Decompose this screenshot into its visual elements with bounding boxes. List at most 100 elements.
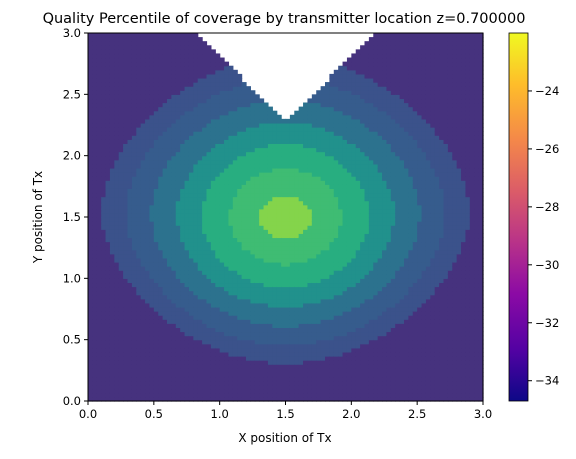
contour-cell: [215, 106, 221, 112]
contour-cell: [202, 270, 208, 275]
contour-cell: [281, 319, 287, 324]
contour-cell: [307, 151, 313, 157]
contour-cell: [92, 73, 98, 79]
contour-cell: [210, 376, 216, 382]
contour-cell: [88, 86, 93, 91]
contour-cell: [289, 335, 295, 341]
contour-cell: [316, 319, 322, 324]
contour-cell: [259, 364, 265, 369]
contour-cell: [180, 163, 186, 169]
contour-cell: [123, 376, 129, 382]
contour-cell: [219, 73, 225, 79]
contour-cell: [303, 188, 309, 194]
contour-cell: [114, 274, 120, 279]
contour-cell: [175, 143, 181, 149]
contour-cell: [298, 241, 304, 247]
contour-cell: [92, 131, 98, 136]
contour-cell: [136, 192, 142, 198]
contour-cell: [206, 302, 212, 308]
contour-cell: [272, 118, 278, 124]
contour-cell: [298, 356, 304, 361]
contour-cell: [298, 127, 304, 132]
contour-cell: [329, 167, 335, 173]
contour-cell: [118, 49, 124, 55]
contour-cell: [101, 351, 107, 357]
contour-cell: [140, 294, 146, 300]
contour-cell: [210, 184, 216, 189]
contour-cell: [149, 319, 155, 324]
contour-cell: [285, 122, 291, 128]
contour-cell: [92, 261, 98, 267]
contour-cell: [145, 33, 151, 38]
contour-cell: [267, 257, 273, 263]
contour-cell: [219, 65, 225, 71]
contour-cell: [109, 233, 115, 239]
contour-cell: [342, 233, 348, 239]
contour-cell: [232, 368, 238, 373]
contour-cell: [320, 225, 326, 230]
contour-cell: [232, 245, 238, 251]
contour-cell: [188, 282, 194, 288]
contour-cell: [254, 147, 260, 153]
contour-cell: [276, 360, 282, 365]
contour-cell: [162, 45, 168, 50]
contour-cell: [193, 159, 199, 165]
contour-cell: [272, 368, 278, 373]
contour-cell: [250, 94, 256, 100]
contour-cell: [167, 155, 172, 161]
contour-cell: [263, 131, 269, 136]
contour-cell: [272, 364, 278, 369]
contour-cell: [289, 380, 295, 386]
contour-cell: [175, 253, 181, 259]
contour-cell: [188, 253, 194, 259]
contour-cell: [228, 217, 234, 222]
contour-cell: [92, 167, 98, 173]
contour-cell: [175, 217, 181, 222]
contour-cell: [162, 286, 168, 292]
contour-cell: [149, 159, 155, 165]
contour-cell: [188, 45, 194, 50]
contour-cell: [197, 69, 203, 75]
contour-cell: [188, 135, 194, 140]
contour-cell: [250, 384, 256, 390]
contour-cell: [167, 98, 172, 104]
contour-cell: [136, 364, 142, 369]
contour-cell: [237, 388, 243, 394]
contour-cell: [153, 290, 159, 296]
contour-cell: [114, 65, 120, 71]
contour-cell: [180, 98, 186, 104]
contour-cell: [342, 388, 348, 394]
contour-cell: [219, 192, 225, 198]
contour-cell: [145, 61, 151, 67]
contour-cell: [246, 331, 251, 337]
contour-cell: [338, 339, 344, 345]
contour-cell: [153, 364, 159, 369]
contour-cell: [272, 172, 278, 177]
contour-cell: [197, 306, 203, 312]
contour-cell: [215, 261, 221, 267]
contour-cell: [276, 212, 282, 218]
contour-cell: [311, 172, 317, 177]
contour-cell: [246, 257, 251, 263]
contour-cell: [246, 176, 251, 181]
contour-cell: [105, 143, 111, 149]
contour-cell: [237, 380, 243, 386]
contour-cell: [197, 172, 203, 177]
contour-cell: [272, 127, 278, 132]
contour-cell: [316, 249, 322, 255]
contour-cell: [131, 122, 137, 128]
contour-cell: [263, 347, 269, 353]
contour-cell: [325, 139, 330, 144]
contour-cell: [123, 82, 129, 87]
contour-cell: [228, 380, 234, 386]
contour-cell: [149, 392, 155, 398]
contour-cell: [215, 69, 221, 75]
contour-cell: [158, 147, 164, 153]
contour-cell: [276, 122, 282, 128]
contour-cell: [298, 298, 304, 304]
contour-cell: [202, 233, 208, 239]
contour-cell: [267, 118, 273, 124]
contour-cell: [175, 347, 181, 353]
contour-cell: [92, 127, 98, 132]
contour-cell: [320, 274, 326, 279]
